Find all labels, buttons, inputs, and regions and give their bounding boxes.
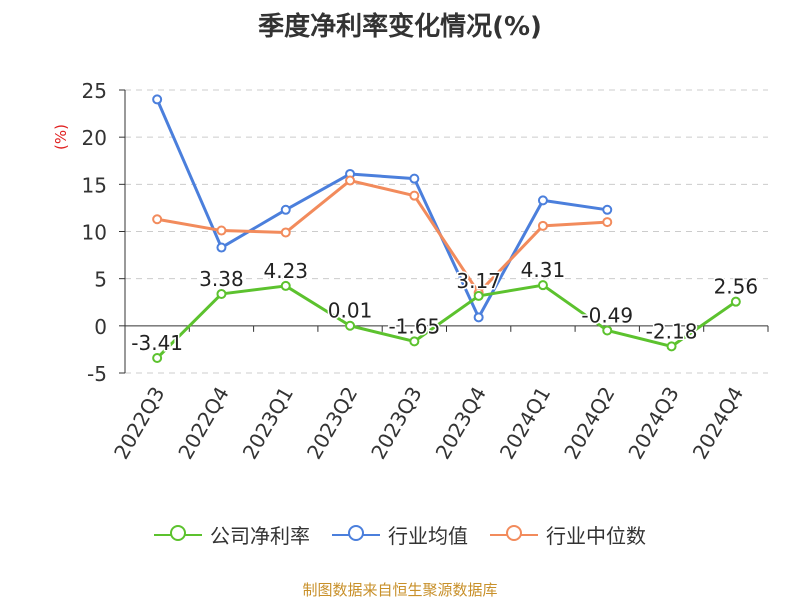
y-tick-label: 15 <box>82 173 107 197</box>
x-tick-label: 2023Q4 <box>431 383 491 464</box>
x-tick-label: 2024Q2 <box>559 383 619 464</box>
legend-line-circle-icon <box>332 524 380 545</box>
legend-label: 行业中位数 <box>546 524 646 548</box>
x-tick-label: 2024Q4 <box>688 383 748 464</box>
y-tick-label: 20 <box>82 126 107 150</box>
data-point <box>409 173 420 184</box>
data-point <box>537 195 548 206</box>
x-tick-label: 2022Q3 <box>109 383 169 464</box>
legend-line-circle-icon <box>490 524 538 545</box>
data-label: 4.23 <box>263 259 308 283</box>
data-label: 3.38 <box>199 267 244 291</box>
x-tick-label: 2024Q1 <box>495 383 555 464</box>
data-point <box>473 290 484 301</box>
data-point <box>216 288 227 299</box>
data-label: -3.41 <box>131 331 183 355</box>
data-point <box>280 227 291 238</box>
data-label: 2.56 <box>714 275 759 299</box>
y-tick-label: 0 <box>94 315 107 339</box>
legend-label: 行业均值 <box>388 524 468 548</box>
data-point <box>537 220 548 231</box>
data-point <box>409 336 420 347</box>
data-label: 0.01 <box>328 299 373 323</box>
series-line <box>156 179 608 295</box>
y-tick-label: 10 <box>82 221 107 245</box>
data-point <box>537 280 548 291</box>
x-tick-label: 2022Q4 <box>173 383 233 464</box>
data-point <box>280 204 291 215</box>
y-tick-label: -5 <box>87 362 107 386</box>
legend-line-circle-icon <box>154 524 202 545</box>
data-point <box>216 225 227 236</box>
data-source-note: 制图数据来自恒生聚源数据库 <box>302 581 498 599</box>
legend-item-industry-average[interactable]: 行业均值 <box>332 520 468 549</box>
data-point <box>730 296 741 307</box>
data-point <box>602 325 613 336</box>
data-point <box>666 341 677 352</box>
x-tick-label: 2023Q1 <box>238 383 298 464</box>
data-point <box>409 190 420 201</box>
y-tick-label: 25 <box>82 79 107 103</box>
data-point <box>473 312 484 323</box>
data-point <box>345 320 356 331</box>
data-label: -1.65 <box>388 314 440 338</box>
data-point <box>602 204 613 215</box>
chart-title: 季度净利率变化情况(%) <box>258 12 542 42</box>
x-tick-label: 2023Q2 <box>302 383 362 464</box>
legend: 公司净利率 行业均值 行业中位数 <box>0 520 800 549</box>
data-point <box>152 214 163 225</box>
data-label: 3.17 <box>456 269 501 293</box>
data-point <box>216 242 227 253</box>
y-tick-label: 5 <box>94 268 107 292</box>
x-tick-label: 2024Q3 <box>623 383 683 464</box>
data-point <box>152 353 163 364</box>
data-label: -2.18 <box>646 319 698 343</box>
series-line <box>156 283 737 360</box>
data-point <box>345 175 356 186</box>
data-label: -0.49 <box>581 303 633 327</box>
x-tick-label: 2023Q3 <box>366 383 426 464</box>
data-point <box>280 280 291 291</box>
legend-item-industry-median[interactable]: 行业中位数 <box>490 520 646 549</box>
legend-label: 公司净利率 <box>210 524 310 548</box>
data-point <box>152 94 163 105</box>
series-line <box>155 98 608 319</box>
data-label: 4.31 <box>521 258 566 282</box>
legend-item-company-net-margin[interactable]: 公司净利率 <box>154 520 310 549</box>
data-point <box>602 217 613 228</box>
